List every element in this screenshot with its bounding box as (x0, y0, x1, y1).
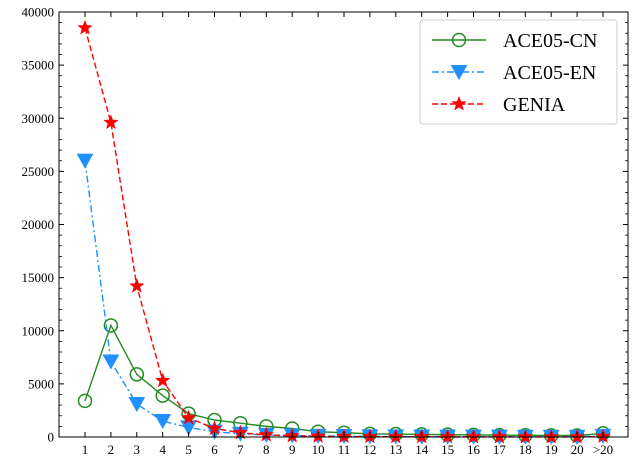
x-tick-label: 15 (441, 442, 454, 457)
data-point (76, 153, 94, 169)
y-tick-label: 10000 (22, 323, 55, 338)
data-point (103, 114, 119, 130)
data-point (103, 318, 119, 333)
x-tick-label: 16 (467, 442, 481, 457)
x-tick-label: 19 (545, 442, 558, 457)
legend-marker (451, 95, 467, 111)
x-tick-label: 1 (82, 442, 89, 457)
data-point (154, 414, 172, 430)
data-point (77, 393, 93, 409)
data-point (180, 409, 197, 425)
y-tick-label: 30000 (22, 111, 55, 126)
data-point (206, 420, 223, 436)
x-tick-label: >20 (593, 442, 613, 457)
legend-item-ace05-cn: ACE05-CN (432, 30, 597, 52)
legend-label: GENIA (503, 94, 566, 116)
legend-label: ACE05-CN (503, 30, 597, 52)
x-tick-label: 20 (571, 442, 584, 457)
x-tick-label: 10 (312, 442, 325, 457)
x-tick-label: 11 (338, 442, 351, 457)
y-tick-label: 0 (48, 430, 55, 445)
data-point (155, 388, 170, 403)
series-ace05-en (76, 153, 612, 445)
legend-marker (450, 64, 468, 81)
x-tick-label: 6 (211, 442, 218, 457)
data-point (102, 354, 120, 370)
x-tick-label: 3 (134, 442, 141, 457)
legend-box (419, 19, 618, 125)
data-point (128, 397, 146, 413)
legend-items: ACE05-CN ACE05-EN GENIA (432, 30, 597, 116)
legend-item-ace05-en: ACE05-EN (432, 62, 596, 84)
data-point (154, 372, 171, 388)
x-tick-label: 13 (389, 442, 402, 457)
legend: ACE05-CN ACE05-EN GENIA (419, 19, 618, 125)
y-tick-label: 15000 (22, 270, 55, 285)
y-tick-label: 25000 (22, 164, 55, 179)
axis-layer: 0 5000 10000 15000 20000 25000 30000 35000 40000… (22, 5, 628, 457)
x-tick-label: 8 (263, 442, 270, 457)
x-tick-label: 9 (289, 442, 296, 457)
data-point (77, 19, 93, 35)
x-tick-label: 12 (363, 442, 376, 457)
x-tick-label: 14 (415, 442, 429, 457)
x-tick-label: 7 (237, 442, 244, 457)
x-tick-label: 5 (185, 442, 192, 457)
y-tick-label: 20000 (22, 217, 55, 232)
x-tick-label: 4 (159, 442, 166, 457)
x-tick-label: 18 (519, 442, 532, 457)
y-tick-label: 40000 (22, 5, 55, 20)
legend-item-genia: GENIA (432, 94, 566, 116)
data-point (129, 367, 145, 382)
legend-label: ACE05-EN (503, 62, 596, 84)
data-point (128, 277, 145, 293)
x-tick-label: 2 (108, 442, 115, 457)
y-tick-label: 5000 (28, 376, 54, 391)
x-tick-label: 17 (493, 442, 507, 457)
legend-marker (451, 32, 467, 48)
y-tick-label: 35000 (22, 58, 55, 73)
